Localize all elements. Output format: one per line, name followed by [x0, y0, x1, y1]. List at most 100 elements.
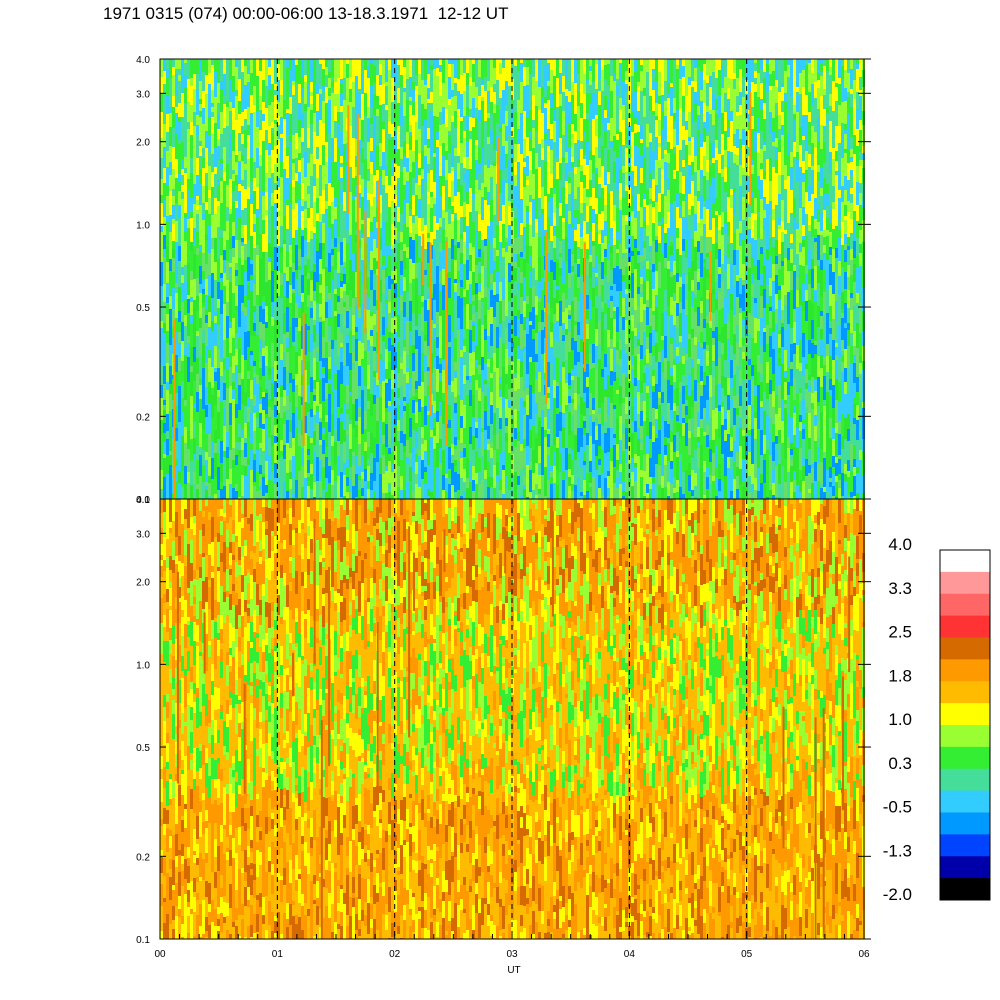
spectrogram-cell	[472, 118, 475, 127]
spectrogram-cell	[460, 298, 463, 315]
spectrogram-cell	[433, 153, 436, 157]
spectrogram-cell	[568, 249, 571, 262]
spectrogram-cell	[319, 285, 322, 293]
spectrogram-cell	[202, 108, 205, 124]
spectrogram-cell	[496, 294, 499, 302]
spectrogram-cell	[424, 131, 427, 145]
spectrogram-cell	[394, 84, 397, 104]
spectrogram-cell	[337, 407, 340, 418]
spectrogram-cell	[622, 197, 625, 215]
spectrogram-cell	[469, 227, 472, 243]
spectrogram-cell	[502, 451, 505, 460]
spectrogram-cell	[547, 497, 550, 499]
spectrogram-cell	[334, 429, 337, 442]
spectrogram-cell	[634, 348, 637, 356]
spectrogram-cell	[496, 348, 499, 368]
spectrogram-cell	[526, 180, 529, 185]
spectrogram-cell	[553, 188, 556, 194]
spectrogram-cell	[235, 388, 238, 404]
spectrogram-cell	[322, 454, 325, 467]
spectrogram-cell	[241, 238, 244, 242]
spectrogram-cell	[328, 72, 331, 78]
spectrogram-cell	[340, 343, 343, 347]
spectrogram-cell	[589, 461, 592, 472]
spectrogram-cell	[418, 355, 421, 366]
spectrogram-cell	[514, 391, 517, 409]
spectrogram-cell	[166, 283, 169, 297]
spectrogram-cell	[322, 283, 325, 303]
spectrogram-cell	[412, 151, 415, 162]
spectrogram-cell	[166, 78, 169, 96]
spectrogram-cell	[202, 203, 205, 207]
spectrogram-cell	[499, 384, 502, 390]
spectrogram-cell	[232, 222, 235, 236]
spectrogram-cell	[391, 463, 394, 472]
spectrogram-cell	[568, 262, 571, 273]
spectrogram-cell	[547, 59, 550, 63]
spectrogram-cell	[508, 206, 511, 225]
spectrogram-cell	[175, 372, 178, 393]
spectrogram-cell	[403, 374, 406, 397]
spectrogram-cell	[337, 441, 340, 448]
spectrogram-cell	[247, 281, 250, 285]
spectrogram-cell	[430, 135, 433, 156]
spectrogram-cell	[271, 102, 274, 115]
spectrogram-cell	[499, 332, 502, 337]
spectrogram-cell	[448, 135, 451, 153]
spectrogram-cell	[394, 185, 397, 195]
spectrogram-cell	[256, 99, 259, 112]
spectrogram-cell	[271, 133, 274, 150]
spectrogram-cell	[559, 180, 562, 189]
spectrogram-cell	[454, 485, 457, 492]
spectrogram-cell	[412, 471, 415, 491]
spectrogram-cell	[202, 271, 205, 279]
spectrogram-cell	[355, 253, 358, 272]
spectrogram-cell	[316, 351, 319, 362]
spectrogram-cell	[436, 169, 439, 189]
spectrogram-cell	[382, 59, 385, 84]
spectrogram-cell	[607, 130, 610, 150]
spectrogram-cell	[571, 326, 574, 338]
spectrogram-cell	[517, 162, 520, 181]
spectrogram-cell	[571, 399, 574, 403]
spectrogram-cell	[589, 415, 592, 436]
spectrogram-cell	[277, 413, 280, 434]
spectrogram-cell	[196, 214, 199, 232]
spectrogram-cell	[406, 464, 409, 482]
spectrogram-cell	[379, 280, 382, 302]
spectrogram-cell	[517, 290, 520, 310]
spectrogram-cell	[523, 174, 526, 187]
spectrogram-cell	[241, 404, 244, 429]
spectrogram-cell	[169, 394, 172, 411]
spectrogram-cell	[256, 375, 259, 384]
spectrogram-cell	[340, 413, 343, 421]
spectrogram-cell	[184, 299, 187, 315]
spectrogram-cell	[397, 153, 400, 166]
spectrogram-cell	[532, 379, 535, 393]
spectrogram-cell	[511, 314, 514, 324]
spectrogram-cell	[427, 128, 430, 139]
spectrogram-cell	[574, 365, 577, 376]
spectrogram-cell	[424, 472, 427, 484]
spectrogram-cell	[391, 318, 394, 333]
spectrogram-cell	[487, 104, 490, 113]
spectrogram-cell	[619, 169, 622, 183]
spectrogram-cell	[586, 387, 589, 408]
spectrogram-cell	[196, 200, 199, 205]
spectrogram-cell	[526, 446, 529, 465]
spectrogram-cell	[424, 206, 427, 225]
spectrogram-cell	[226, 221, 229, 240]
spectrogram-cell	[199, 59, 202, 81]
spectrogram-cell	[211, 90, 214, 103]
spectrogram-cell	[442, 210, 445, 218]
spectrogram-cell	[160, 454, 163, 470]
spectrogram-cell	[631, 458, 634, 472]
spectrogram-cell	[295, 181, 298, 203]
spectrogram-cell	[340, 163, 343, 167]
spectrogram-cell	[403, 446, 406, 452]
spectrogram-cell	[277, 64, 280, 80]
spectrogram-cell	[586, 324, 589, 339]
spectrogram-cell	[448, 197, 451, 209]
spectrogram-cell	[385, 59, 388, 82]
spectrogram-cell	[397, 342, 400, 357]
